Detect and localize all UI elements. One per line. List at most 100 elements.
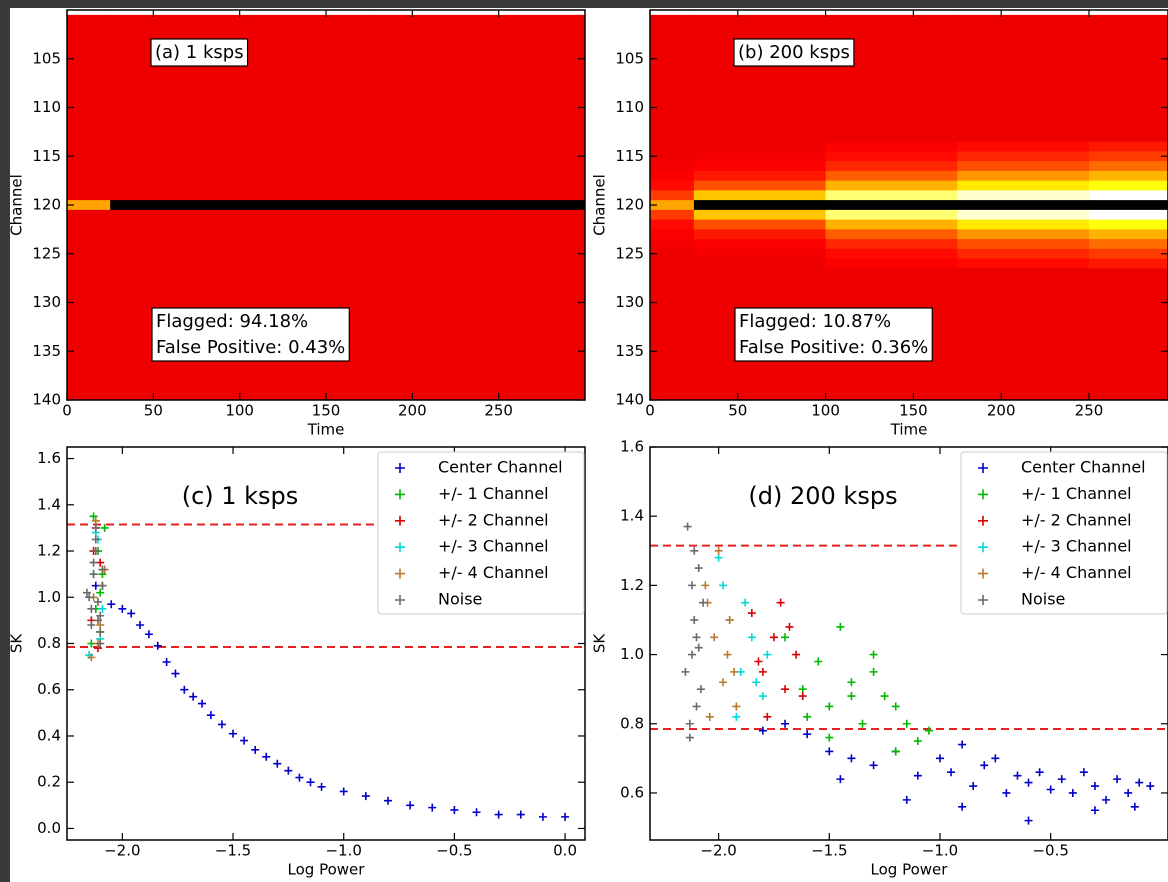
heat-cell <box>498 73 585 84</box>
y-tick-label: 0.2 <box>37 773 61 791</box>
heat-cell <box>693 365 827 377</box>
heat-cell <box>693 170 827 182</box>
heat-cell <box>67 34 111 45</box>
heat-cell <box>239 180 370 191</box>
heat-cell <box>650 131 695 143</box>
heat-cell <box>498 258 585 269</box>
heat-cell <box>67 287 111 299</box>
heat-cell <box>1088 141 1168 152</box>
heat-cell <box>957 151 1090 162</box>
heat-cell <box>67 209 111 221</box>
heat-cell <box>369 385 500 396</box>
legend-label: +/- 4 Channel <box>1021 563 1132 582</box>
y-tick-label: 1.4 <box>620 507 644 525</box>
x-tick-label: −0.5 <box>436 842 472 860</box>
heat-cell <box>825 131 958 143</box>
heat-cell <box>67 161 111 172</box>
heat-cell <box>239 385 370 396</box>
heat-cell <box>825 161 958 172</box>
heat-cell <box>957 73 1090 84</box>
heat-cell <box>67 122 111 133</box>
heat-cell <box>825 53 958 65</box>
scatter-point <box>472 808 481 817</box>
scatter-point <box>769 633 778 642</box>
heat-cell <box>67 83 111 94</box>
legend-marker <box>978 595 988 605</box>
scatter-point <box>825 702 834 711</box>
y-axis-label: SK <box>591 633 609 654</box>
heat-cell <box>957 317 1090 328</box>
heat-cell <box>825 63 958 74</box>
legend-marker <box>395 568 405 579</box>
heat-cell <box>369 83 500 94</box>
scatter-point <box>688 650 697 659</box>
heat-cell <box>825 92 958 104</box>
heat-cell <box>498 278 585 289</box>
heat-cell <box>693 24 827 35</box>
scatter-point <box>692 633 701 642</box>
heat-cell <box>67 219 111 230</box>
heat-cell <box>693 229 827 240</box>
heat-cell <box>650 73 695 84</box>
heat-cell <box>498 219 585 230</box>
x-tick-label: 150 <box>899 402 928 420</box>
heat-cell <box>1088 102 1168 113</box>
heat-cell <box>369 287 500 299</box>
scatter-point <box>295 773 304 782</box>
scatter-point <box>825 733 834 742</box>
legend-marker <box>978 515 988 526</box>
heat-cell <box>239 53 370 65</box>
heat-cell <box>369 278 500 289</box>
heat-cell <box>957 297 1090 308</box>
heat-cell <box>239 229 370 240</box>
heat-cell <box>650 102 695 113</box>
scatter-point <box>763 712 772 721</box>
heat-cell <box>650 297 695 308</box>
heat-cell <box>110 190 241 201</box>
scatter-point <box>705 712 714 721</box>
heat-cell <box>239 141 370 152</box>
heat-cell <box>67 229 111 240</box>
heat-cell <box>110 268 241 279</box>
heat-cell <box>110 63 241 74</box>
legend-box <box>960 451 1168 615</box>
heat-cell <box>67 336 111 347</box>
heat-cell <box>693 131 827 143</box>
heat-cell <box>498 34 585 45</box>
y-tick-label: 140 <box>615 391 644 409</box>
heat-cell <box>369 248 500 260</box>
heat-cell <box>110 219 241 230</box>
heat-cell <box>693 83 827 94</box>
heat-cell <box>369 34 500 45</box>
scatter-point <box>89 512 98 521</box>
heat-cell <box>67 112 111 123</box>
scatter-point <box>681 667 690 676</box>
scatter-point <box>701 581 710 590</box>
scatter-point <box>836 622 845 631</box>
legend-label: +/- 3 Channel <box>438 537 549 556</box>
heat-cell <box>369 161 500 172</box>
scatter-point <box>1135 778 1144 787</box>
heat-cell <box>957 248 1090 260</box>
scatter-point <box>251 745 260 754</box>
heat-cell <box>369 219 500 230</box>
heat-cell <box>957 307 1090 318</box>
scatter-point <box>913 737 922 746</box>
x-tick-label: 0 <box>62 402 72 420</box>
y-tick-label: 1.6 <box>37 449 61 467</box>
heat-cell <box>693 209 827 221</box>
y-tick-label: 0.8 <box>620 714 644 732</box>
heat-cell <box>498 336 585 347</box>
heat-cell <box>650 161 695 172</box>
heat-cell <box>693 287 827 299</box>
scatter-point <box>93 616 102 625</box>
heat-cell <box>498 63 585 74</box>
scatter-point <box>96 627 105 636</box>
y-tick-label: 120 <box>32 196 61 214</box>
heat-cell <box>110 200 241 211</box>
x-tick-label: −2.0 <box>700 842 736 860</box>
heat-cell <box>825 278 958 289</box>
scatter-point <box>688 581 697 590</box>
scatter-point <box>96 639 105 648</box>
y-tick-label: 1.2 <box>37 542 61 560</box>
